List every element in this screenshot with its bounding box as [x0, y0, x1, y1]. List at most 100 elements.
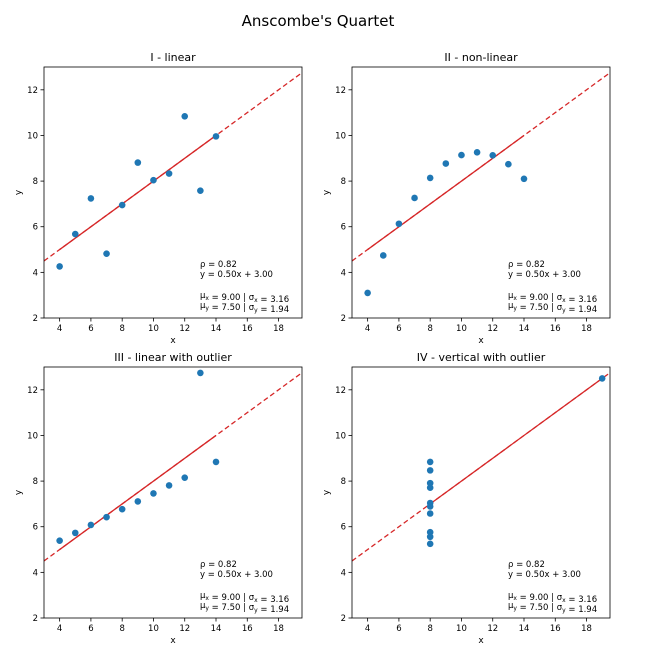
data-point	[426, 533, 434, 541]
stat-part: σ	[557, 593, 563, 603]
stats-mean-sd: μy = 7.50 | σy = 1.94	[508, 601, 597, 615]
data-point	[181, 474, 189, 481]
regression-line	[429, 377, 603, 505]
x-tick-label: 8	[119, 624, 124, 634]
x-tick-label: 4	[365, 624, 370, 634]
x-tick-label: 18	[273, 324, 284, 334]
figure-title: Anscombe's Quartet	[242, 12, 395, 30]
data-point	[134, 159, 142, 166]
data-point	[426, 540, 434, 548]
stat-part: σ	[557, 603, 563, 613]
y-tick-label: 4	[33, 268, 38, 278]
regression-line-extended	[352, 72, 610, 262]
stat-part: = 1.94	[258, 605, 289, 615]
data-point	[426, 484, 434, 492]
stat-subscript: y	[513, 605, 517, 612]
axes-frame	[43, 366, 303, 619]
panel-3: III - linear with outlier 4 6 8 10 12 14 16 18 2 4…	[14, 351, 303, 646]
x-tick-label: 14	[211, 324, 222, 334]
y-tick-label: 12	[335, 86, 346, 96]
x-tick-label: 18	[581, 324, 592, 334]
y-tick-label: 8	[341, 477, 346, 487]
stats-mean-sd: μy = 7.50 | σy = 1.94	[508, 301, 597, 315]
stat-part: μ	[200, 601, 206, 611]
y-axis-label: y	[14, 489, 24, 495]
stat-part: σ	[249, 593, 255, 603]
data-point	[520, 175, 528, 183]
stat-subscript: y	[254, 607, 258, 614]
x-tick-label: 18	[273, 624, 284, 634]
y-tick-label: 12	[27, 86, 38, 96]
stat-part: μ	[200, 301, 206, 311]
stat-part: μ	[200, 591, 206, 601]
data-point	[103, 513, 110, 521]
stat-part: μ	[508, 301, 514, 311]
data-point	[442, 160, 450, 167]
data-point	[197, 187, 204, 194]
x-tick-label: 10	[148, 324, 159, 334]
regression-line	[59, 134, 217, 251]
y-tick-label: 10	[335, 131, 346, 141]
data-point	[181, 112, 189, 120]
stat-part: = 3.16	[258, 595, 289, 605]
y-tick-label: 6	[33, 523, 38, 533]
stats-annotation: y = 0.50x + 3.00	[508, 270, 581, 280]
y-tick-label: 8	[341, 177, 346, 187]
data-point	[426, 467, 434, 474]
x-tick-label: 18	[581, 624, 592, 634]
stat-part: μ	[508, 291, 514, 301]
stat-subscript: x	[562, 597, 566, 604]
stats-annotation: y = 0.50x + 3.00	[200, 270, 273, 280]
x-tick-label: 10	[148, 624, 159, 634]
y-tick-label: 4	[33, 568, 38, 578]
x-tick-label: 12	[487, 624, 498, 634]
stat-part: μ	[200, 291, 206, 301]
y-tick-label: 4	[341, 268, 346, 278]
data-point	[56, 263, 63, 270]
y-tick-label: 2	[33, 614, 38, 624]
data-point	[212, 133, 220, 140]
stat-subscript: y	[205, 305, 209, 312]
panel-title: III - linear with outlier	[114, 351, 232, 364]
data-point	[426, 174, 434, 182]
x-tick-label: 6	[396, 324, 401, 334]
stat-part: = 1.94	[258, 305, 289, 315]
data-point	[473, 149, 481, 156]
x-tick-label: 8	[119, 324, 124, 334]
panel-title: II - non-linear	[444, 51, 518, 64]
stat-subscript: y	[513, 305, 517, 312]
y-tick-label: 6	[33, 223, 38, 233]
panel-title: I - linear	[150, 51, 196, 64]
stats-annotation: ρ = 0.82	[200, 260, 237, 270]
y-tick-label: 6	[341, 523, 346, 533]
data-point	[598, 375, 606, 382]
stat-part: = 9.00 |	[517, 293, 557, 303]
y-tick-label: 2	[341, 314, 346, 324]
data-point	[426, 528, 434, 536]
stat-part: = 7.50 |	[209, 303, 249, 313]
stat-part: σ	[557, 303, 563, 313]
stat-subscript: x	[254, 297, 258, 304]
data-point	[489, 152, 497, 159]
y-tick-label: 2	[33, 314, 38, 324]
stats-mean-sd: μx = 9.00 | σx = 3.16	[508, 591, 597, 605]
x-tick-label: 12	[487, 324, 498, 334]
x-axis-label: x	[170, 336, 176, 346]
stats-mean-sd: μy = 7.50 | σy = 1.94	[200, 601, 289, 615]
y-axis-label: y	[322, 489, 332, 495]
stat-subscript: x	[562, 297, 566, 304]
stat-subscript: y	[205, 605, 209, 612]
x-tick-label: 14	[519, 324, 530, 334]
y-axis-label: y	[14, 189, 24, 195]
x-tick-label: 14	[519, 624, 530, 634]
y-tick-label: 8	[33, 177, 38, 187]
data-point	[150, 176, 157, 184]
stats-annotation: y = 0.50x + 3.00	[508, 570, 581, 580]
x-tick-label: 10	[456, 324, 467, 334]
data-point	[165, 170, 173, 177]
stats-mean-sd: μy = 7.50 | σy = 1.94	[200, 301, 289, 315]
stat-part: = 1.94	[566, 605, 597, 615]
data-point	[426, 479, 434, 487]
